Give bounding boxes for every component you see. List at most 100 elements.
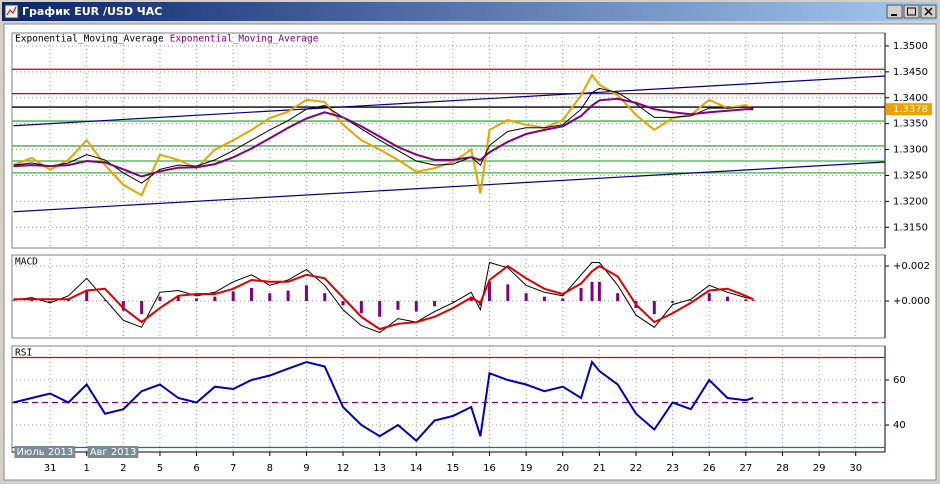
histogram-bar — [488, 281, 492, 302]
histogram-bar — [597, 281, 601, 302]
histogram-bar — [176, 295, 180, 302]
histogram-bar — [195, 298, 199, 302]
histogram-bar — [751, 300, 755, 302]
window-title: График EUR /USD ЧАС — [22, 5, 162, 18]
histogram-bar — [744, 299, 748, 302]
histogram-bar — [561, 298, 565, 302]
last-price-label: 1.3378 — [893, 104, 928, 115]
x-tick-label: 6 — [193, 463, 199, 474]
series-line — [13, 359, 754, 443]
histogram-bar — [48, 301, 52, 302]
panel-title: MACD — [15, 257, 38, 268]
y-tick-label: 40 — [893, 420, 906, 431]
histogram-bar — [579, 287, 583, 302]
panel-frame — [11, 345, 886, 453]
histogram-bar — [359, 301, 363, 314]
x-tick-label: 20 — [556, 463, 569, 474]
month-label: Июль 2013 — [16, 447, 73, 458]
panel-title: RSI — [15, 348, 32, 359]
y-tick-label: 1.3400 — [893, 93, 928, 104]
histogram-bar — [158, 296, 162, 302]
x-tick-label: 16 — [483, 463, 496, 474]
histogram-bar — [85, 289, 89, 302]
histogram-bar — [652, 301, 656, 315]
x-tick-label: 8 — [267, 463, 273, 474]
histogram-bar — [12, 300, 15, 302]
legend-entry: Exponential_Moving_Average — [15, 34, 164, 45]
y-tick-label: 1.3200 — [893, 196, 928, 207]
histogram-bar — [341, 301, 345, 306]
histogram-bar — [542, 296, 546, 302]
title-bar — [2, 2, 938, 21]
histogram-bar — [451, 301, 455, 302]
histogram-bar — [707, 293, 711, 302]
legend-entry: Exponential_Moving_Average — [170, 34, 319, 45]
y-tick-label: +0.002 — [893, 261, 930, 272]
trend-line — [13, 161, 885, 213]
window-buttons[interactable] — [886, 4, 937, 19]
histogram-bar — [414, 301, 418, 312]
histogram-bar — [396, 301, 400, 310]
y-tick-label: 1.3450 — [893, 67, 928, 78]
month-label-bg — [87, 446, 139, 458]
close-glyph — [924, 7, 933, 16]
x-tick-label: 1 — [84, 463, 90, 474]
minimize-button[interactable] — [886, 4, 903, 19]
x-tick-label: 5 — [157, 463, 163, 474]
x-tick-label: 27 — [739, 463, 752, 474]
last-price-tag — [886, 103, 932, 116]
series-line — [13, 97, 754, 178]
x-tick-label: 21 — [593, 463, 606, 474]
maximize-glyph — [907, 7, 916, 16]
histogram-bar — [249, 287, 253, 302]
x-tick-label: 19 — [520, 463, 533, 474]
maximize-button[interactable] — [903, 4, 920, 19]
histogram-bar — [433, 301, 437, 307]
y-tick-label: 1.3500 — [893, 41, 928, 52]
histogram-bar — [506, 284, 510, 302]
x-tick-label: 23 — [666, 463, 679, 474]
month-label-bg — [14, 446, 76, 458]
trend-line — [13, 75, 885, 127]
panel-plot — [12, 255, 885, 338]
x-tick-label: 28 — [776, 463, 789, 474]
histogram-bar — [231, 291, 235, 302]
histogram-bar — [213, 296, 217, 302]
month-label: Авг 2013 — [90, 447, 137, 458]
histogram-bar — [268, 293, 272, 302]
histogram-bar — [671, 301, 675, 303]
histogram-bar — [689, 300, 693, 302]
panel-frame — [11, 32, 886, 249]
histogram-bar — [286, 290, 290, 302]
histogram-bar — [590, 281, 594, 302]
y-tick-label: 1.3250 — [893, 170, 928, 181]
histogram-bar — [103, 300, 107, 302]
series-line — [13, 73, 754, 197]
x-tick-label: 15 — [447, 463, 460, 474]
x-tick-label: 9 — [303, 463, 309, 474]
x-tick-label: 2 — [120, 463, 126, 474]
x-tick-label: 30 — [849, 463, 862, 474]
histogram-bar — [323, 293, 327, 302]
y-tick-label: 1.3150 — [893, 222, 928, 233]
histogram-bar — [304, 285, 308, 302]
histogram-bar — [616, 293, 620, 302]
x-tick-label: 12 — [337, 463, 350, 474]
y-tick-label: 60 — [893, 375, 906, 386]
histogram-bar — [121, 301, 125, 311]
y-tick-label: 1.3350 — [893, 119, 928, 130]
series-line — [13, 264, 754, 331]
histogram-bar — [726, 296, 730, 302]
histogram-bar — [469, 296, 473, 302]
x-tick-label: 14 — [410, 463, 423, 474]
panel-plot — [12, 33, 885, 248]
x-tick-label: 7 — [230, 463, 236, 474]
panel-plot — [12, 346, 885, 452]
y-tick-label: +0.000 — [893, 296, 930, 307]
x-tick-label: 22 — [630, 463, 643, 474]
x-tick-label: 31 — [44, 463, 57, 474]
histogram-bar — [378, 301, 382, 317]
icon-glyph — [6, 6, 17, 16]
x-tick-label: 13 — [373, 463, 386, 474]
